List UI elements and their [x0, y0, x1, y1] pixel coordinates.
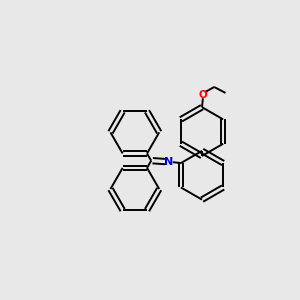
Text: N: N — [164, 157, 174, 166]
Text: O: O — [199, 90, 207, 100]
